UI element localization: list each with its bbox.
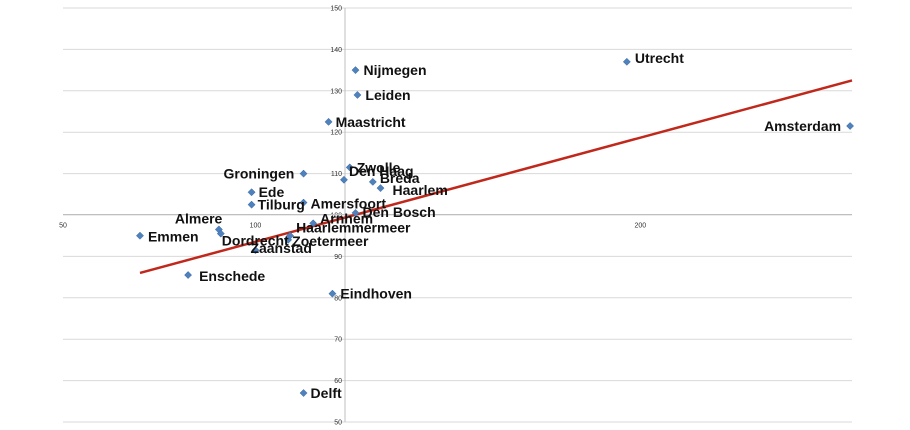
data-point-amsterdam <box>846 122 855 130</box>
x-tick-label: 100 <box>250 223 262 230</box>
point-label-ede: Ede <box>259 184 285 200</box>
data-point-haarlemmermeer <box>286 231 295 240</box>
point-label-breda: Breda <box>380 170 420 186</box>
point-label-zoetermeer: Zoetermeer <box>292 233 369 249</box>
trendline <box>139 79 853 275</box>
point-label-eindhoven: Eindhoven <box>340 286 412 302</box>
data-point-emmen <box>136 231 144 240</box>
point-label-arnhem: Arnhem <box>320 210 373 226</box>
data-point-dordrecht <box>216 229 225 238</box>
point-label-groningen: Groningen <box>224 166 295 182</box>
point-label-den-bosch: Den Bosch <box>363 204 436 220</box>
trendline-layer <box>139 79 853 275</box>
y-tick-label: 80 <box>334 295 342 302</box>
point-label-delft: Delft <box>311 385 342 401</box>
data-point-den-bosch <box>351 208 360 217</box>
data-point-maastricht <box>324 117 333 126</box>
data-point-utrecht <box>622 57 631 66</box>
point-label-tilburg: Tilburg <box>258 197 305 213</box>
y-tick-label: 140 <box>330 47 342 54</box>
y-tick-label: 60 <box>334 378 342 385</box>
x-tick-label: 50 <box>59 223 67 230</box>
data-point-eindhoven <box>328 289 337 298</box>
point-label-leiden: Leiden <box>365 87 410 103</box>
data-point-nijmegen <box>351 66 360 75</box>
data-point-enschede <box>184 271 193 279</box>
y-tick-label: 130 <box>330 88 342 95</box>
data-point-delft <box>299 389 308 397</box>
point-label-utrecht: Utrecht <box>635 50 684 66</box>
y-tick-label: 150 <box>330 6 342 13</box>
point-label-haarlemmermeer: Haarlemmermeer <box>296 220 411 236</box>
point-label-amersfoort: Amersfoort <box>311 196 387 212</box>
point-label-nijmegen: Nijmegen <box>364 62 427 78</box>
y-tick-label: 100 <box>330 213 342 220</box>
point-label-zaanstad: Zaanstad <box>250 240 311 256</box>
data-point-den-haag <box>340 175 348 184</box>
y-tick-label: 110 <box>331 171 342 178</box>
point-label-enschede: Enschede <box>199 268 265 284</box>
data-point-zaanstad <box>251 246 260 255</box>
x-tick-label: 200 <box>634 223 646 230</box>
data-point-leiden <box>353 90 362 99</box>
data-point-breda <box>368 177 377 186</box>
data-point-arnhem <box>309 219 318 228</box>
point-label-dordrecht: Dordrecht <box>222 233 289 249</box>
point-label-den-haag: Den Haag <box>349 163 414 179</box>
y-tick-label: 120 <box>330 130 342 137</box>
point-label-emmen: Emmen <box>148 229 199 245</box>
points-layer <box>136 57 855 397</box>
axes: 50 60 70 80 90 100 110 120 130 140 150 50 100 200 <box>59 6 852 427</box>
data-point-zwolle <box>345 163 354 172</box>
y-tick-label: 50 <box>334 420 342 427</box>
data-point-ede <box>247 188 256 197</box>
data-point-haarlem <box>376 184 385 193</box>
point-label-almere: Almere <box>175 210 223 226</box>
point-label-haarlem: Haarlem <box>393 182 448 198</box>
data-point-amersfoort <box>299 198 308 207</box>
y-tick-label: 70 <box>334 337 342 344</box>
y-tick-label: 90 <box>334 254 342 261</box>
point-label-amsterdam: Amsterdam <box>764 118 841 134</box>
data-point-groningen <box>299 169 308 178</box>
point-label-zwolle: Zwolle <box>357 159 401 175</box>
point-label-maastricht: Maastricht <box>336 114 406 130</box>
data-point-tilburg <box>247 200 256 209</box>
